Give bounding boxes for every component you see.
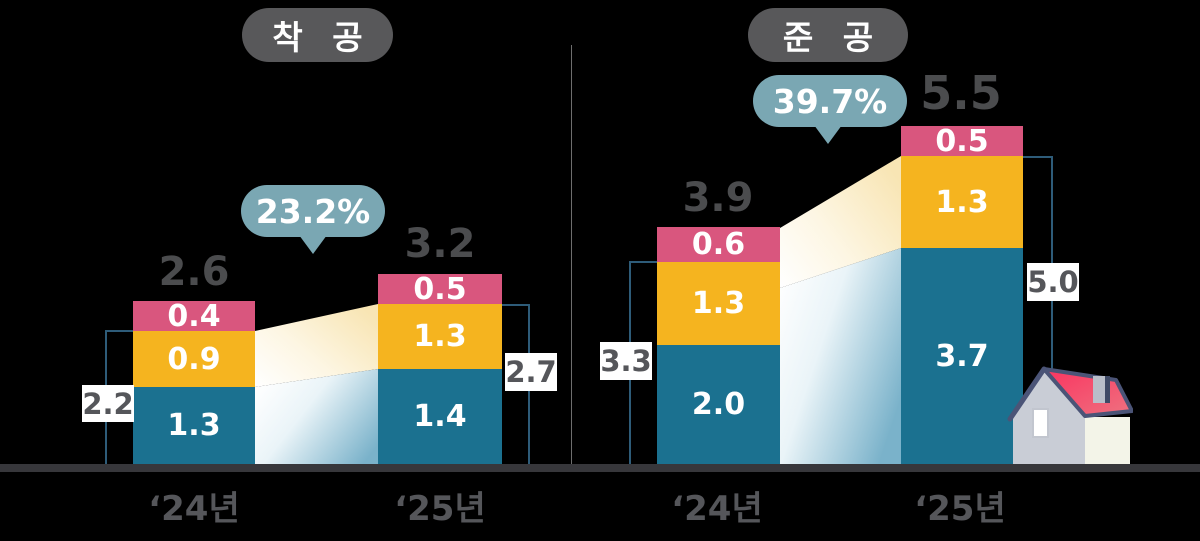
x-axis-baseline <box>0 464 1200 472</box>
start-24-x-label: ‘24년 <box>148 489 240 529</box>
completion-24-segment-pink: 0.6 <box>657 227 780 262</box>
start-25-x-label: ‘25년 <box>394 489 486 529</box>
section-divider <box>571 45 572 465</box>
start-25-segment-pink: 0.5 <box>378 272 502 307</box>
completion-25-x-label: ‘25년 <box>914 489 1006 529</box>
completion-25-segment-yellow: 1.3 <box>901 156 1023 248</box>
completion-24-segment-yellow: 1.3 <box>657 262 780 345</box>
completion-24-segment-teal: 2.0 <box>657 345 780 464</box>
completion-growth-badge: 39.7% <box>753 75 907 127</box>
completion-flow-ribbon <box>780 156 901 464</box>
completion-24-bracket-label: 3.3 <box>600 342 652 380</box>
start-badge-pointer-icon <box>299 235 327 254</box>
start-24-segment-pink: 0.4 <box>133 299 255 334</box>
completion-chart-title: 준 공 <box>748 8 908 62</box>
completion-25-segment-teal: 3.7 <box>901 248 1023 464</box>
start-growth-badge: 23.2% <box>241 185 385 237</box>
completion-25-bracket-label: 5.0 <box>1027 263 1079 301</box>
start-24-total: 2.6 <box>158 249 230 295</box>
start-24-segment-yellow: 0.9 <box>133 331 255 387</box>
start-25-segment-yellow: 1.3 <box>378 304 502 369</box>
completion-25-total: 5.5 <box>920 66 1002 120</box>
completion-24-total: 3.9 <box>682 175 754 221</box>
completion-25-bracket-line <box>1051 156 1053 464</box>
start-25-segment-teal: 1.4 <box>378 369 502 464</box>
start-24-bracket-tick <box>105 330 133 332</box>
completion-25-bracket-tick <box>1023 156 1053 158</box>
start-25-bracket-tick <box>502 304 530 306</box>
house-icon <box>1007 366 1133 464</box>
start-25-total: 3.2 <box>404 221 476 267</box>
completion-24-bracket-tick <box>629 261 657 263</box>
completion-25-segment-pink: 0.5 <box>901 124 1023 159</box>
start-24-segment-teal: 1.3 <box>133 387 255 464</box>
start-flow-ribbon <box>255 304 378 464</box>
completion-badge-pointer-icon <box>814 125 842 144</box>
start-24-bracket-label: 2.2 <box>82 385 134 422</box>
start-25-bracket-label: 2.7 <box>505 353 557 391</box>
start-chart-title: 착 공 <box>242 8 393 62</box>
completion-24-x-label: ‘24년 <box>671 489 763 529</box>
